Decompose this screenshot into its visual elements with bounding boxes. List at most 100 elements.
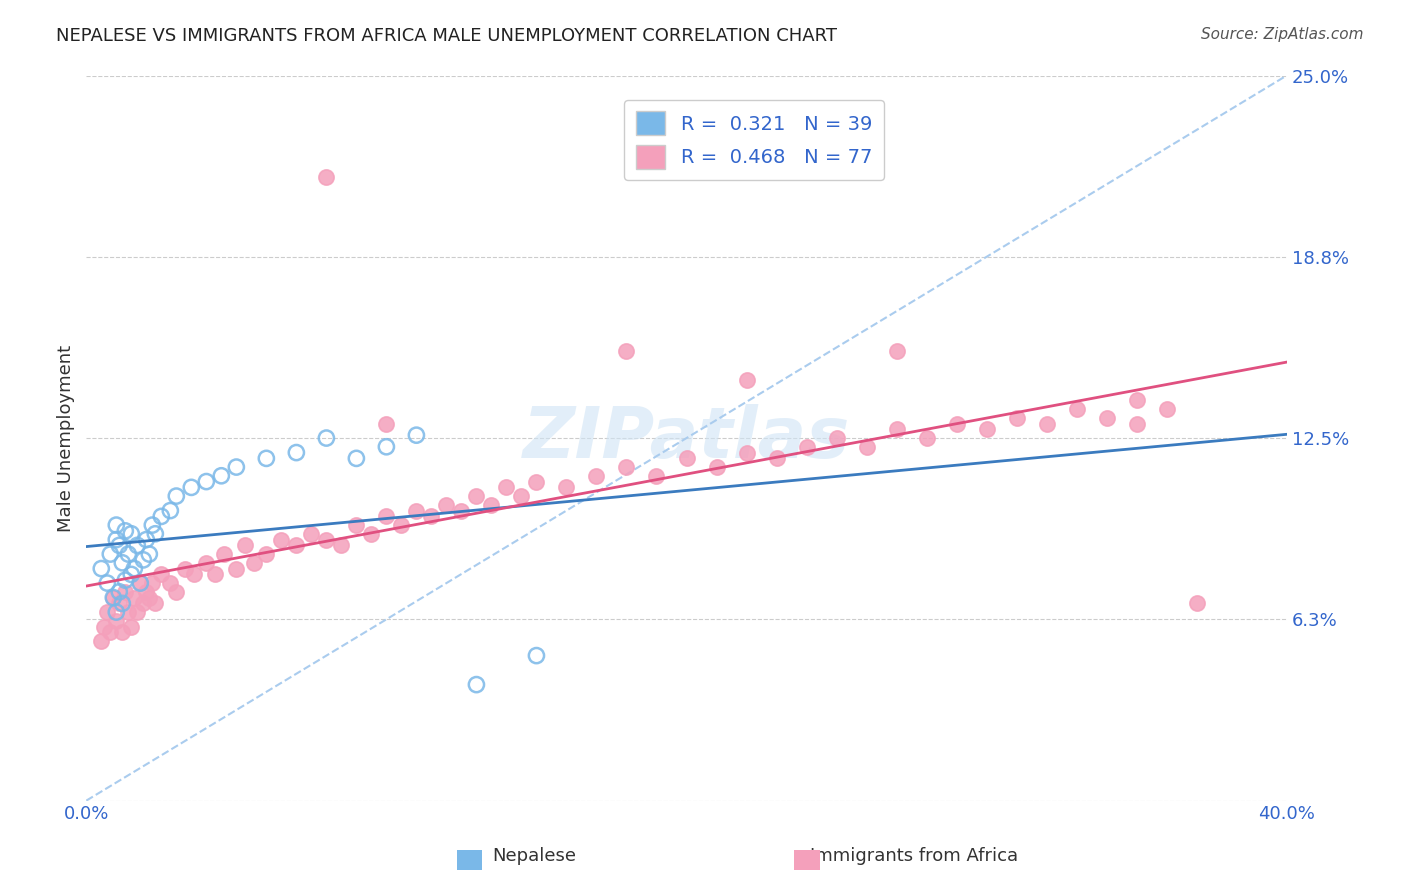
Point bbox=[150, 509, 173, 524]
Point bbox=[159, 503, 181, 517]
Point bbox=[735, 373, 758, 387]
Point bbox=[585, 468, 607, 483]
Point bbox=[103, 591, 125, 605]
Point bbox=[159, 576, 181, 591]
Point bbox=[225, 561, 247, 575]
Point bbox=[108, 584, 131, 599]
Point bbox=[114, 573, 136, 587]
Point bbox=[117, 547, 139, 561]
Point bbox=[114, 524, 136, 538]
Point bbox=[108, 538, 131, 552]
Point bbox=[1125, 417, 1147, 431]
Point bbox=[270, 533, 292, 547]
Point bbox=[138, 591, 160, 605]
Point bbox=[195, 475, 218, 489]
Point bbox=[195, 556, 218, 570]
Point bbox=[526, 475, 548, 489]
Point bbox=[765, 451, 787, 466]
Point bbox=[141, 576, 163, 591]
Point bbox=[209, 468, 232, 483]
Point bbox=[555, 480, 578, 494]
Point bbox=[375, 417, 398, 431]
Point bbox=[204, 567, 226, 582]
Point bbox=[124, 561, 146, 575]
Point bbox=[796, 440, 818, 454]
Text: ZIPatlas: ZIPatlas bbox=[523, 403, 851, 473]
Point bbox=[150, 567, 173, 582]
Text: Immigrants from Africa: Immigrants from Africa bbox=[810, 847, 1018, 865]
Point bbox=[886, 422, 908, 436]
Point bbox=[285, 538, 308, 552]
Point bbox=[1095, 410, 1118, 425]
Point bbox=[127, 605, 149, 619]
Point bbox=[495, 480, 517, 494]
Point bbox=[915, 431, 938, 445]
Point bbox=[165, 489, 187, 503]
Point bbox=[375, 509, 398, 524]
Point bbox=[143, 526, 166, 541]
Point bbox=[165, 584, 187, 599]
Point bbox=[174, 561, 197, 575]
Point bbox=[344, 518, 367, 533]
Point bbox=[114, 584, 136, 599]
Point bbox=[360, 526, 382, 541]
Point bbox=[96, 576, 118, 591]
Point bbox=[98, 625, 121, 640]
Point bbox=[375, 440, 398, 454]
Point bbox=[127, 538, 149, 552]
Point bbox=[243, 556, 266, 570]
Point bbox=[465, 677, 488, 691]
Point bbox=[138, 547, 160, 561]
Point bbox=[98, 547, 121, 561]
Point bbox=[135, 584, 157, 599]
Point bbox=[1125, 393, 1147, 408]
Point bbox=[105, 614, 128, 628]
Point bbox=[436, 498, 458, 512]
Point bbox=[706, 460, 728, 475]
Point bbox=[254, 451, 277, 466]
Point bbox=[111, 625, 134, 640]
Point bbox=[214, 547, 236, 561]
Point bbox=[481, 498, 503, 512]
Point bbox=[285, 445, 308, 459]
Point bbox=[254, 547, 277, 561]
Point bbox=[450, 503, 472, 517]
Point bbox=[510, 489, 533, 503]
Point bbox=[616, 460, 638, 475]
Point bbox=[344, 451, 367, 466]
Y-axis label: Male Unemployment: Male Unemployment bbox=[58, 344, 75, 532]
Point bbox=[105, 518, 128, 533]
Point bbox=[945, 417, 967, 431]
Point bbox=[1156, 402, 1178, 417]
Point bbox=[405, 503, 427, 517]
Point bbox=[132, 596, 155, 610]
Point bbox=[124, 591, 146, 605]
Point bbox=[886, 344, 908, 359]
Point bbox=[233, 538, 256, 552]
Point bbox=[1005, 410, 1028, 425]
Point bbox=[96, 605, 118, 619]
Point bbox=[105, 533, 128, 547]
Text: NEPALESE VS IMMIGRANTS FROM AFRICA MALE UNEMPLOYMENT CORRELATION CHART: NEPALESE VS IMMIGRANTS FROM AFRICA MALE … bbox=[56, 27, 837, 45]
Point bbox=[132, 553, 155, 567]
Text: Source: ZipAtlas.com: Source: ZipAtlas.com bbox=[1201, 27, 1364, 42]
Point bbox=[405, 428, 427, 442]
Point bbox=[616, 344, 638, 359]
Point bbox=[120, 526, 142, 541]
Point bbox=[976, 422, 998, 436]
Point bbox=[735, 445, 758, 459]
Point bbox=[330, 538, 353, 552]
Point bbox=[465, 489, 488, 503]
Point bbox=[1185, 596, 1208, 610]
Point bbox=[90, 634, 112, 648]
Point bbox=[1066, 402, 1088, 417]
Point bbox=[1035, 417, 1057, 431]
Point bbox=[103, 591, 125, 605]
Point bbox=[120, 567, 142, 582]
Point bbox=[117, 605, 139, 619]
Text: Nepalese: Nepalese bbox=[492, 847, 576, 865]
Point bbox=[90, 561, 112, 575]
Point bbox=[143, 596, 166, 610]
Point bbox=[120, 619, 142, 633]
Point bbox=[645, 468, 668, 483]
